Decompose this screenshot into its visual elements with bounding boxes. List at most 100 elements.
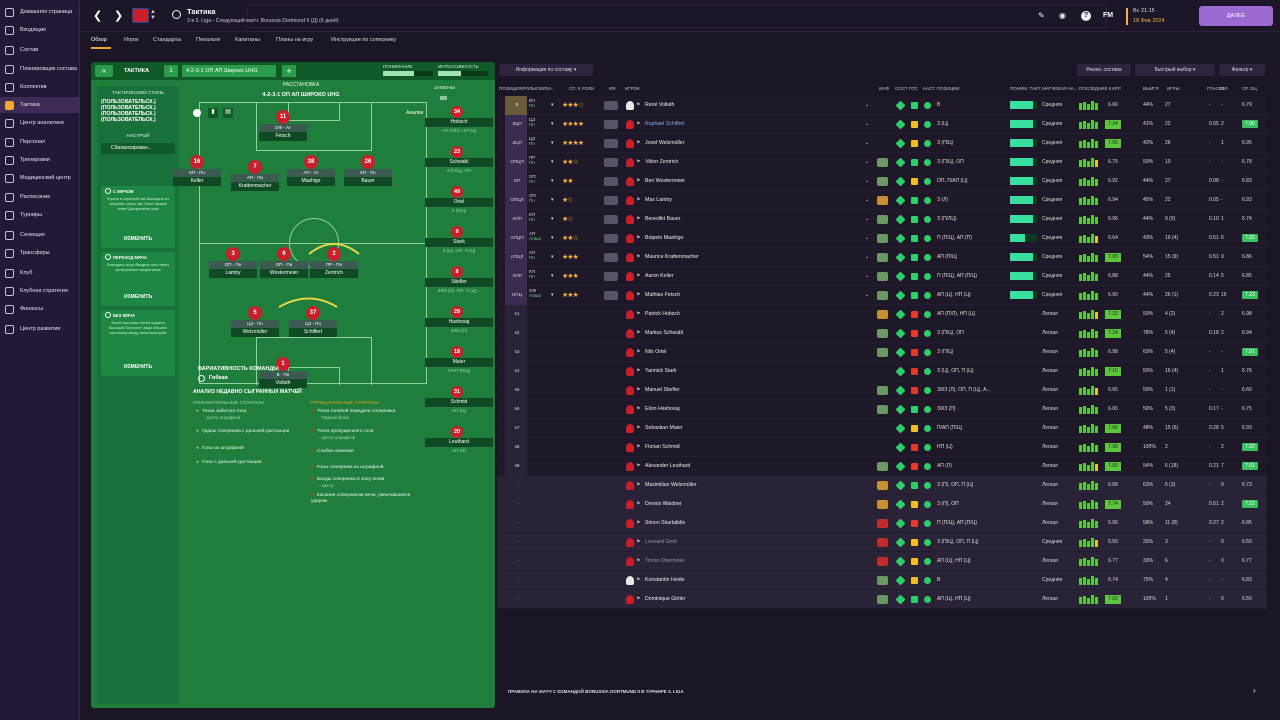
player-name[interactable]: Vollath [259,379,307,388]
position-slot[interactable]: s2 [514,330,520,335]
sidebar-item-1[interactable]: Входящие [0,22,80,38]
table-row[interactable]: s7 ⚑ Sebastian Maier П/АП (П/Ц) Легкая 7.06 48… [497,419,1267,438]
player-name[interactable]: Maximilian Welzmüller [645,482,697,488]
position-slot[interactable]: ЗЦП [512,121,522,126]
position-box[interactable] [505,267,527,286]
position-slot[interactable]: s4 [514,368,520,373]
column-header[interactable]: МАТЧЕВАЯ НА... [1042,86,1078,91]
sidebar-item-15[interactable]: Клубная стратегия [0,283,80,299]
help-icon[interactable]: ? [1081,11,1091,21]
sub-name[interactable]: Schwabl [425,158,493,167]
table-row[interactable]: АПЦП АП Атака ▾ ★★☆ ⚑ Boipelo Mashigo ⌄ П (П/Ц),… [497,229,1267,248]
player-name[interactable]: Alexander Leuthard [645,463,691,469]
tab-5[interactable]: Планы на игру [276,37,314,43]
dropdown-icon[interactable]: ▾ [551,273,554,279]
tab-2[interactable]: Стандарты [153,37,182,43]
player-name[interactable]: Sebastian Maier [645,425,683,431]
substitute-card[interactable]: 20 Leuthard АП (Л) [425,426,493,456]
sub-name[interactable]: Schmid [425,398,493,407]
player-name[interactable]: Zentrich [310,269,358,278]
dropdown-icon[interactable]: ▾ [551,197,554,203]
player-role[interactable]: ОП - Пн [209,261,257,269]
position-box[interactable] [505,153,527,172]
player-name[interactable]: Welzmüller [231,328,279,337]
table-row[interactable]: - ⚑ Dominique Girtler АП (Ц), НП (Ц) Легкая 7… [497,590,1267,609]
substitute-card[interactable]: 29 Haxhosaj З/КЗ (П) [425,306,493,336]
table-row[interactable]: ЗЦЛ ЦЗ Пн ▾ ★★★★ ⚑ Josef Welzmüller ⌄ З (П/Ц) Сре… [497,134,1267,153]
page-subtitle[interactable]: 3 в 3. Liga - Следующий матч: Borussia D… [187,18,339,24]
position-box[interactable] [505,286,527,305]
sidebar-item-14[interactable]: Клуб [0,265,80,281]
pitch-player[interactable]: 26 КП - Пн Bauer [344,155,392,186]
player-role[interactable]: ОФ - Ат [259,124,307,132]
player-role[interactable]: КП - Пн [173,169,221,177]
sub-name[interactable]: Haxhosaj [425,318,493,327]
player-name[interactable]: Yannick Stark [645,368,677,374]
table-row[interactable]: s8 ⚑ Florian Schmid НП (Ц) Легкая 7.30 100% 2 - 2… [497,438,1267,457]
dropdown-icon[interactable]: ▾ [551,140,554,146]
player-role[interactable]: ЦЗ - Пн [231,320,279,328]
table-row[interactable]: НПЦ ОФ Атака ▾ ★★★ ⚑ Mathias Fetsch ⌄ АП (Ц), НП… [497,286,1267,305]
search-icon[interactable] [172,10,181,19]
substitute-card[interactable]: 49 Ortel З (П/Ц) [425,186,493,216]
player-name[interactable]: Raphael Schifferl [645,121,685,127]
player-name[interactable]: Viktor Zentrich [645,159,679,165]
player-options-icon[interactable] [604,234,618,243]
player-name[interactable]: Manuel Stiefler [645,387,680,393]
formation-select[interactable]: 4-2-3-1 ОП АП Широко UHG [182,65,276,77]
club-crest[interactable] [132,8,149,23]
player-name[interactable]: Dominique Girtler [645,596,686,602]
sidebar-item-12[interactable]: Селекция [0,227,80,243]
table-row[interactable]: - ⚑ Simon Skarlatidis П (П/Ц), АП (П/Ц) Легк… [497,514,1267,533]
player-name[interactable]: Benedikt Bauer [645,216,681,222]
sub-name[interactable]: Stiefler [425,278,493,287]
table-row[interactable]: ОПЦП ПР Пн ▾ ★★☆ ⚑ Viktor Zentrich ⌄ З (П/Ц), ОП… [497,153,1267,172]
player-options-icon[interactable] [604,177,618,186]
sub-name[interactable]: Ortel [425,198,493,207]
fm-menu-icon[interactable]: FM [1103,12,1114,19]
table-row[interactable]: ОПЦЛ ОП Пн ▾ ★☆ ⚑ Max Lamby ⌄ З (Л) Средняя 6.94 45… [497,191,1267,210]
edit-button[interactable]: ИЗМЕНИТЬ [123,364,153,370]
role-cell[interactable]: ПР Пн [529,155,541,165]
substitute-card[interactable]: 18 Maier П/АП (П/Ц) [425,346,493,376]
dropdown-icon[interactable]: ▾ [551,235,554,241]
player-options-icon[interactable] [604,272,618,281]
column-header[interactable]: ГПАС/М [1207,86,1224,91]
dropdown-icon[interactable]: ▾ [551,292,554,298]
add-tactic-icon[interactable]: + [282,65,296,77]
player-options-icon[interactable] [604,158,618,167]
edit-button[interactable]: ИЗМЕНИТЬ [123,236,153,242]
sidebar-item-13[interactable]: Трансферы [0,245,80,261]
column-header[interactable]: ИНФ. [879,86,891,91]
edit-icon[interactable]: ✎ [1038,11,1045,20]
player-name[interactable]: Mathias Fetsch [645,292,681,298]
sidebar-item-4[interactable]: Коллектив [0,79,80,95]
dropdown-icon[interactable]: ▾ [551,254,554,260]
player-role[interactable]: ПР - Пн [310,261,358,269]
continue-button[interactable]: ДАЛЕЕ [1199,6,1273,26]
table-row[interactable]: - ⚑ Konstantin Heide В Средняя 6.74 75% 4 - - 6.83 [497,571,1267,590]
table-row[interactable]: - ⚑ Timon Obermeier АП (Ц), НП (Ц) Легкая 6.7… [497,552,1267,571]
role-cell[interactable]: АП Пн [529,250,541,260]
dropdown-icon[interactable]: ▾ [551,102,554,108]
player-name[interactable]: Markus Schwabl [645,330,684,336]
tab-4[interactable]: Капитаны [235,37,260,43]
sidebar-item-9[interactable]: Медицинский центр [0,170,80,186]
sidebar-item-0[interactable]: Домашняя страница [0,4,80,20]
column-header[interactable]: СОСТ [895,86,908,91]
player-options-icon[interactable] [604,291,618,300]
player-role[interactable]: ЦЗ - Пн [289,320,337,328]
position-box[interactable] [505,419,527,438]
back-arrow-icon[interactable]: ❮ [93,10,103,22]
position-box[interactable] [505,343,527,362]
sidebar-item-7[interactable]: Персонал [0,134,80,150]
pitch-player[interactable]: 2 ПР - Пн Zentrich [310,247,358,278]
table-row[interactable]: s1 ⚑ Patrick Hobsch АП (П/Л), НП (Ц) Легкая 7… [497,305,1267,324]
player-name[interactable]: Krattenmacher [231,182,279,191]
player-role[interactable]: ОП - Пн [260,261,308,269]
position-slot[interactable]: ОП [513,178,521,183]
table-row[interactable]: АПЛ КП Пн ▾ ★★★ ⚑ Aaron Keller ⌄ П (П/Ц), АП (П/… [497,267,1267,286]
position-slot[interactable]: - [516,558,518,563]
role-cell[interactable]: КП Пн [529,212,541,222]
